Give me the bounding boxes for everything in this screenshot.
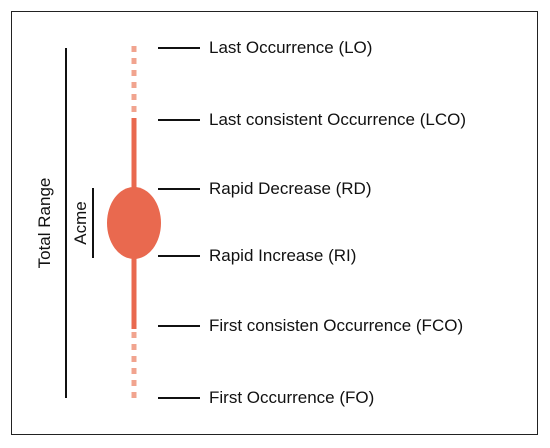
total-range-label: Total Range xyxy=(35,177,54,269)
event-label-fco: First consisten Occurrence (FCO) xyxy=(209,316,464,335)
diagram-frame xyxy=(11,11,538,435)
event-label-rd: Rapid Decrease (RD) xyxy=(209,179,372,198)
acme-ellipse xyxy=(107,187,161,259)
event-label-lo: Last Occurrence (LO) xyxy=(209,38,373,57)
acme-label: Acme xyxy=(71,201,90,245)
event-label-ri: Rapid Increase (RI) xyxy=(209,246,357,265)
event-label-fo: First Occurrence (FO) xyxy=(209,388,375,407)
event-label-lco: Last consistent Occurrence (LCO) xyxy=(209,110,466,129)
